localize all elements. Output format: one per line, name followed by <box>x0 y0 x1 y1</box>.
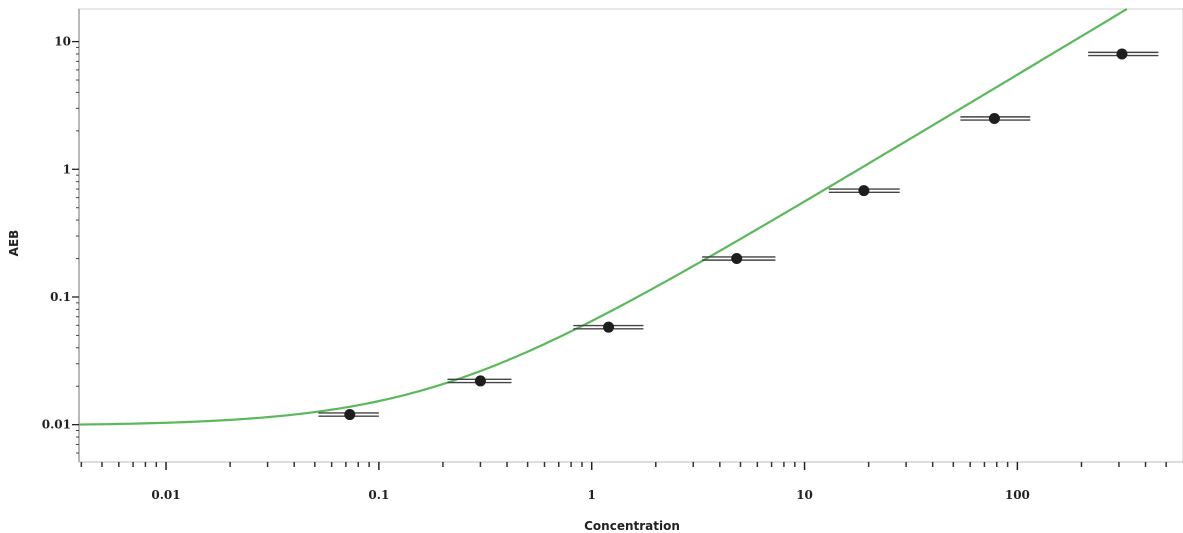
x-tick-label: 0.1 <box>368 488 389 502</box>
y-tick-label: 0.01 <box>42 418 71 432</box>
y-tick-labels: 0.01 0.1 1 10 <box>42 35 71 432</box>
minor-ticks <box>76 46 1167 467</box>
data-point <box>447 375 512 387</box>
data-point <box>702 253 776 265</box>
point-marker <box>988 112 1000 124</box>
x-tick-label: 0.01 <box>151 488 180 502</box>
point-marker <box>858 185 870 197</box>
y-axis-title: AEB <box>7 230 21 257</box>
y-tick-label: 0.1 <box>50 290 71 304</box>
data-points <box>318 48 1159 421</box>
x-tick-label: 10 <box>796 488 813 502</box>
point-marker <box>344 409 356 421</box>
fit-curve <box>78 8 1128 426</box>
point-marker <box>603 321 615 333</box>
x-tick-label: 100 <box>1005 488 1030 502</box>
y-tick-label: 1 <box>63 162 71 176</box>
x-tick-labels: 0.01 0.1 1 10 100 <box>151 488 1029 502</box>
point-marker <box>1116 48 1128 60</box>
data-point <box>573 321 644 333</box>
point-marker <box>474 375 486 387</box>
data-point <box>960 112 1031 124</box>
y-tick-label: 10 <box>54 35 71 49</box>
data-point <box>318 409 379 421</box>
x-axis-title: Concentration <box>584 519 680 533</box>
x-tick-label: 1 <box>588 488 596 502</box>
major-ticks <box>72 40 1019 470</box>
point-marker <box>731 253 743 265</box>
plot-frame <box>78 8 1183 463</box>
data-point <box>1088 48 1159 60</box>
data-point <box>828 185 900 197</box>
